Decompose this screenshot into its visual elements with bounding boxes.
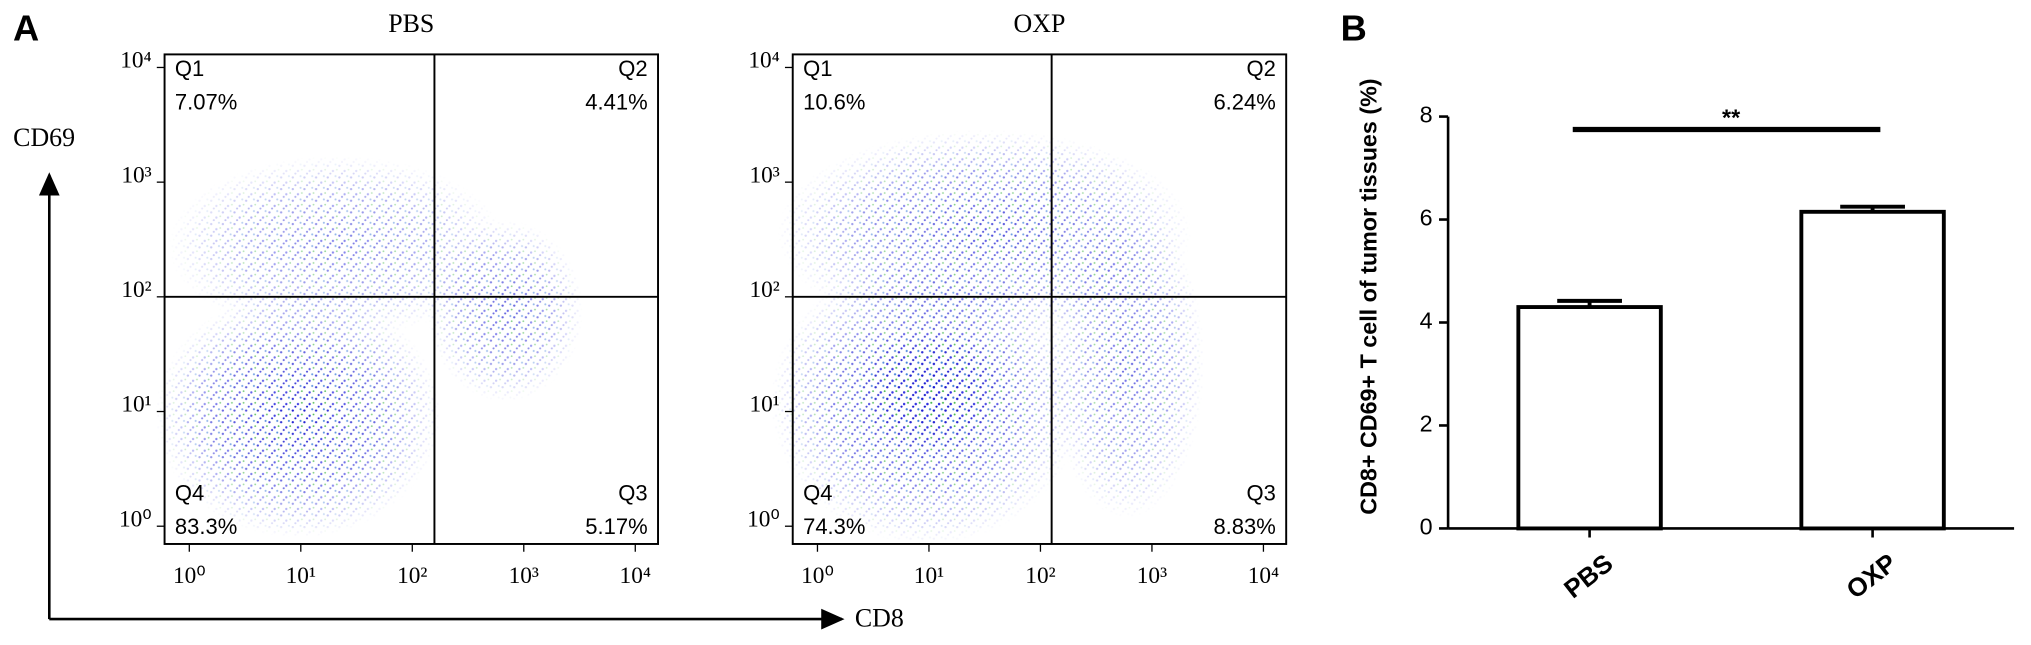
- quadrant-percent: 10.6%: [803, 89, 865, 114]
- quadrant-name: Q4: [175, 481, 204, 506]
- plot-frame: [163, 53, 660, 545]
- y-tick-label: 10⁴: [120, 48, 151, 74]
- chart-title: PBS: [388, 9, 434, 38]
- y-tick-label: 10⁴: [748, 48, 779, 74]
- quadrant-percent: 5.17%: [585, 514, 647, 539]
- density-cloud: [168, 155, 506, 337]
- quadrant-percent: 7.07%: [175, 89, 237, 114]
- bar: [1799, 209, 1946, 531]
- significance-label: **: [1722, 104, 1741, 130]
- quadrant-name: Q3: [618, 481, 647, 506]
- y-tick-label: 10¹: [121, 392, 151, 418]
- y-tick-label: 8: [1420, 102, 1433, 128]
- density-clouds: [155, 129, 1205, 544]
- quadrant-percent: 83.3%: [175, 514, 237, 539]
- y-tick-label: 10⁰: [119, 506, 152, 532]
- x-tick-label: 10¹: [286, 563, 316, 589]
- panel-label: B: [1341, 8, 1367, 49]
- x-tick-label: 10³: [1137, 563, 1167, 589]
- density-cloud: [1049, 207, 1205, 519]
- x-tick-label: 10⁰: [173, 563, 206, 589]
- y-tick-label: 10³: [749, 162, 779, 188]
- x-tick-label: 10¹: [914, 563, 944, 589]
- quadrant-percent: 6.24%: [1213, 89, 1275, 114]
- bar: [1516, 305, 1663, 531]
- quadrant-percent: 8.83%: [1213, 514, 1275, 539]
- quadrant-percent: 74.3%: [803, 514, 865, 539]
- x-tick-label: 10⁴: [1248, 563, 1279, 589]
- quadrant-name: Q4: [803, 481, 832, 506]
- y-tick-label: 0: [1420, 514, 1433, 540]
- quadrant-name: Q1: [175, 56, 204, 81]
- quadrant-name: Q2: [1246, 56, 1275, 81]
- x-tick-label: 10⁰: [801, 563, 834, 589]
- y-tick-label: 4: [1420, 308, 1433, 334]
- chart-title: OXP: [1014, 9, 1066, 38]
- quadrant-name: Q1: [803, 56, 832, 81]
- x-tick-label: 10²: [1025, 563, 1055, 589]
- y-tick-label: 10¹: [749, 392, 779, 418]
- x-tick-label: 10⁴: [620, 563, 651, 589]
- y-tick-label: 2: [1420, 411, 1433, 437]
- quadrant-percent: 4.41%: [585, 89, 647, 114]
- plot-frame: [791, 53, 1288, 545]
- y-tick-label: 10⁰: [747, 506, 780, 532]
- density-cloud: [427, 220, 583, 402]
- y-tick-label: 10²: [121, 277, 151, 303]
- density-cloud: [854, 323, 1011, 454]
- x-tick-label: 10²: [397, 563, 427, 589]
- density-cloud: [155, 291, 441, 538]
- y-tick-label: 10³: [121, 162, 151, 188]
- x-tick-label: OXP: [1842, 549, 1902, 605]
- x-arrow-label: CD8: [855, 603, 904, 632]
- y-tick-label: 10²: [749, 277, 779, 303]
- quadrant-name: Q3: [1246, 481, 1275, 506]
- panel-label: A: [13, 8, 39, 49]
- y-tick-label: 6: [1420, 205, 1433, 231]
- y-arrow-label: CD69: [13, 123, 75, 152]
- quadrant-name: Q2: [618, 56, 647, 81]
- x-tick-label: PBS: [1559, 549, 1618, 604]
- y-axis-label: CD8+ CD69+ T cell of tumor tissues (%): [1356, 78, 1382, 514]
- x-tick-label: 10³: [509, 563, 539, 589]
